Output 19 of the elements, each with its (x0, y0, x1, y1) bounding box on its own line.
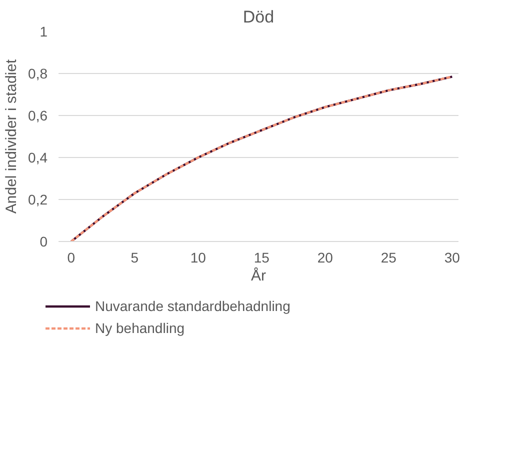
x-tick-label: 0 (67, 250, 76, 266)
chart-title: Död (242, 8, 274, 26)
line-series (70, 76, 454, 242)
legend-label: Nuvarande standardbehadnling (95, 297, 290, 315)
y-tick-label: 1 (40, 24, 48, 40)
x-tick-label: 25 (380, 250, 397, 266)
y-tick-label: 0,6 (28, 108, 48, 124)
x-tick-label: 10 (190, 250, 206, 266)
legend-label: Ny behandling (95, 319, 185, 337)
y-tick-label: 0,4 (28, 150, 48, 166)
y-tick-label: 0,2 (28, 192, 48, 208)
x-axis-title: År (251, 266, 266, 284)
x-tick-label: 15 (254, 250, 270, 266)
x-tick-label: 30 (444, 250, 460, 266)
x-tick-label: 20 (317, 250, 334, 266)
y-tick-label: 0,8 (28, 66, 48, 82)
y-tick-label: 0 (40, 234, 48, 250)
x-tick-label: 5 (130, 250, 139, 266)
y-axis-title: Andel individer i stadiet (3, 58, 20, 214)
